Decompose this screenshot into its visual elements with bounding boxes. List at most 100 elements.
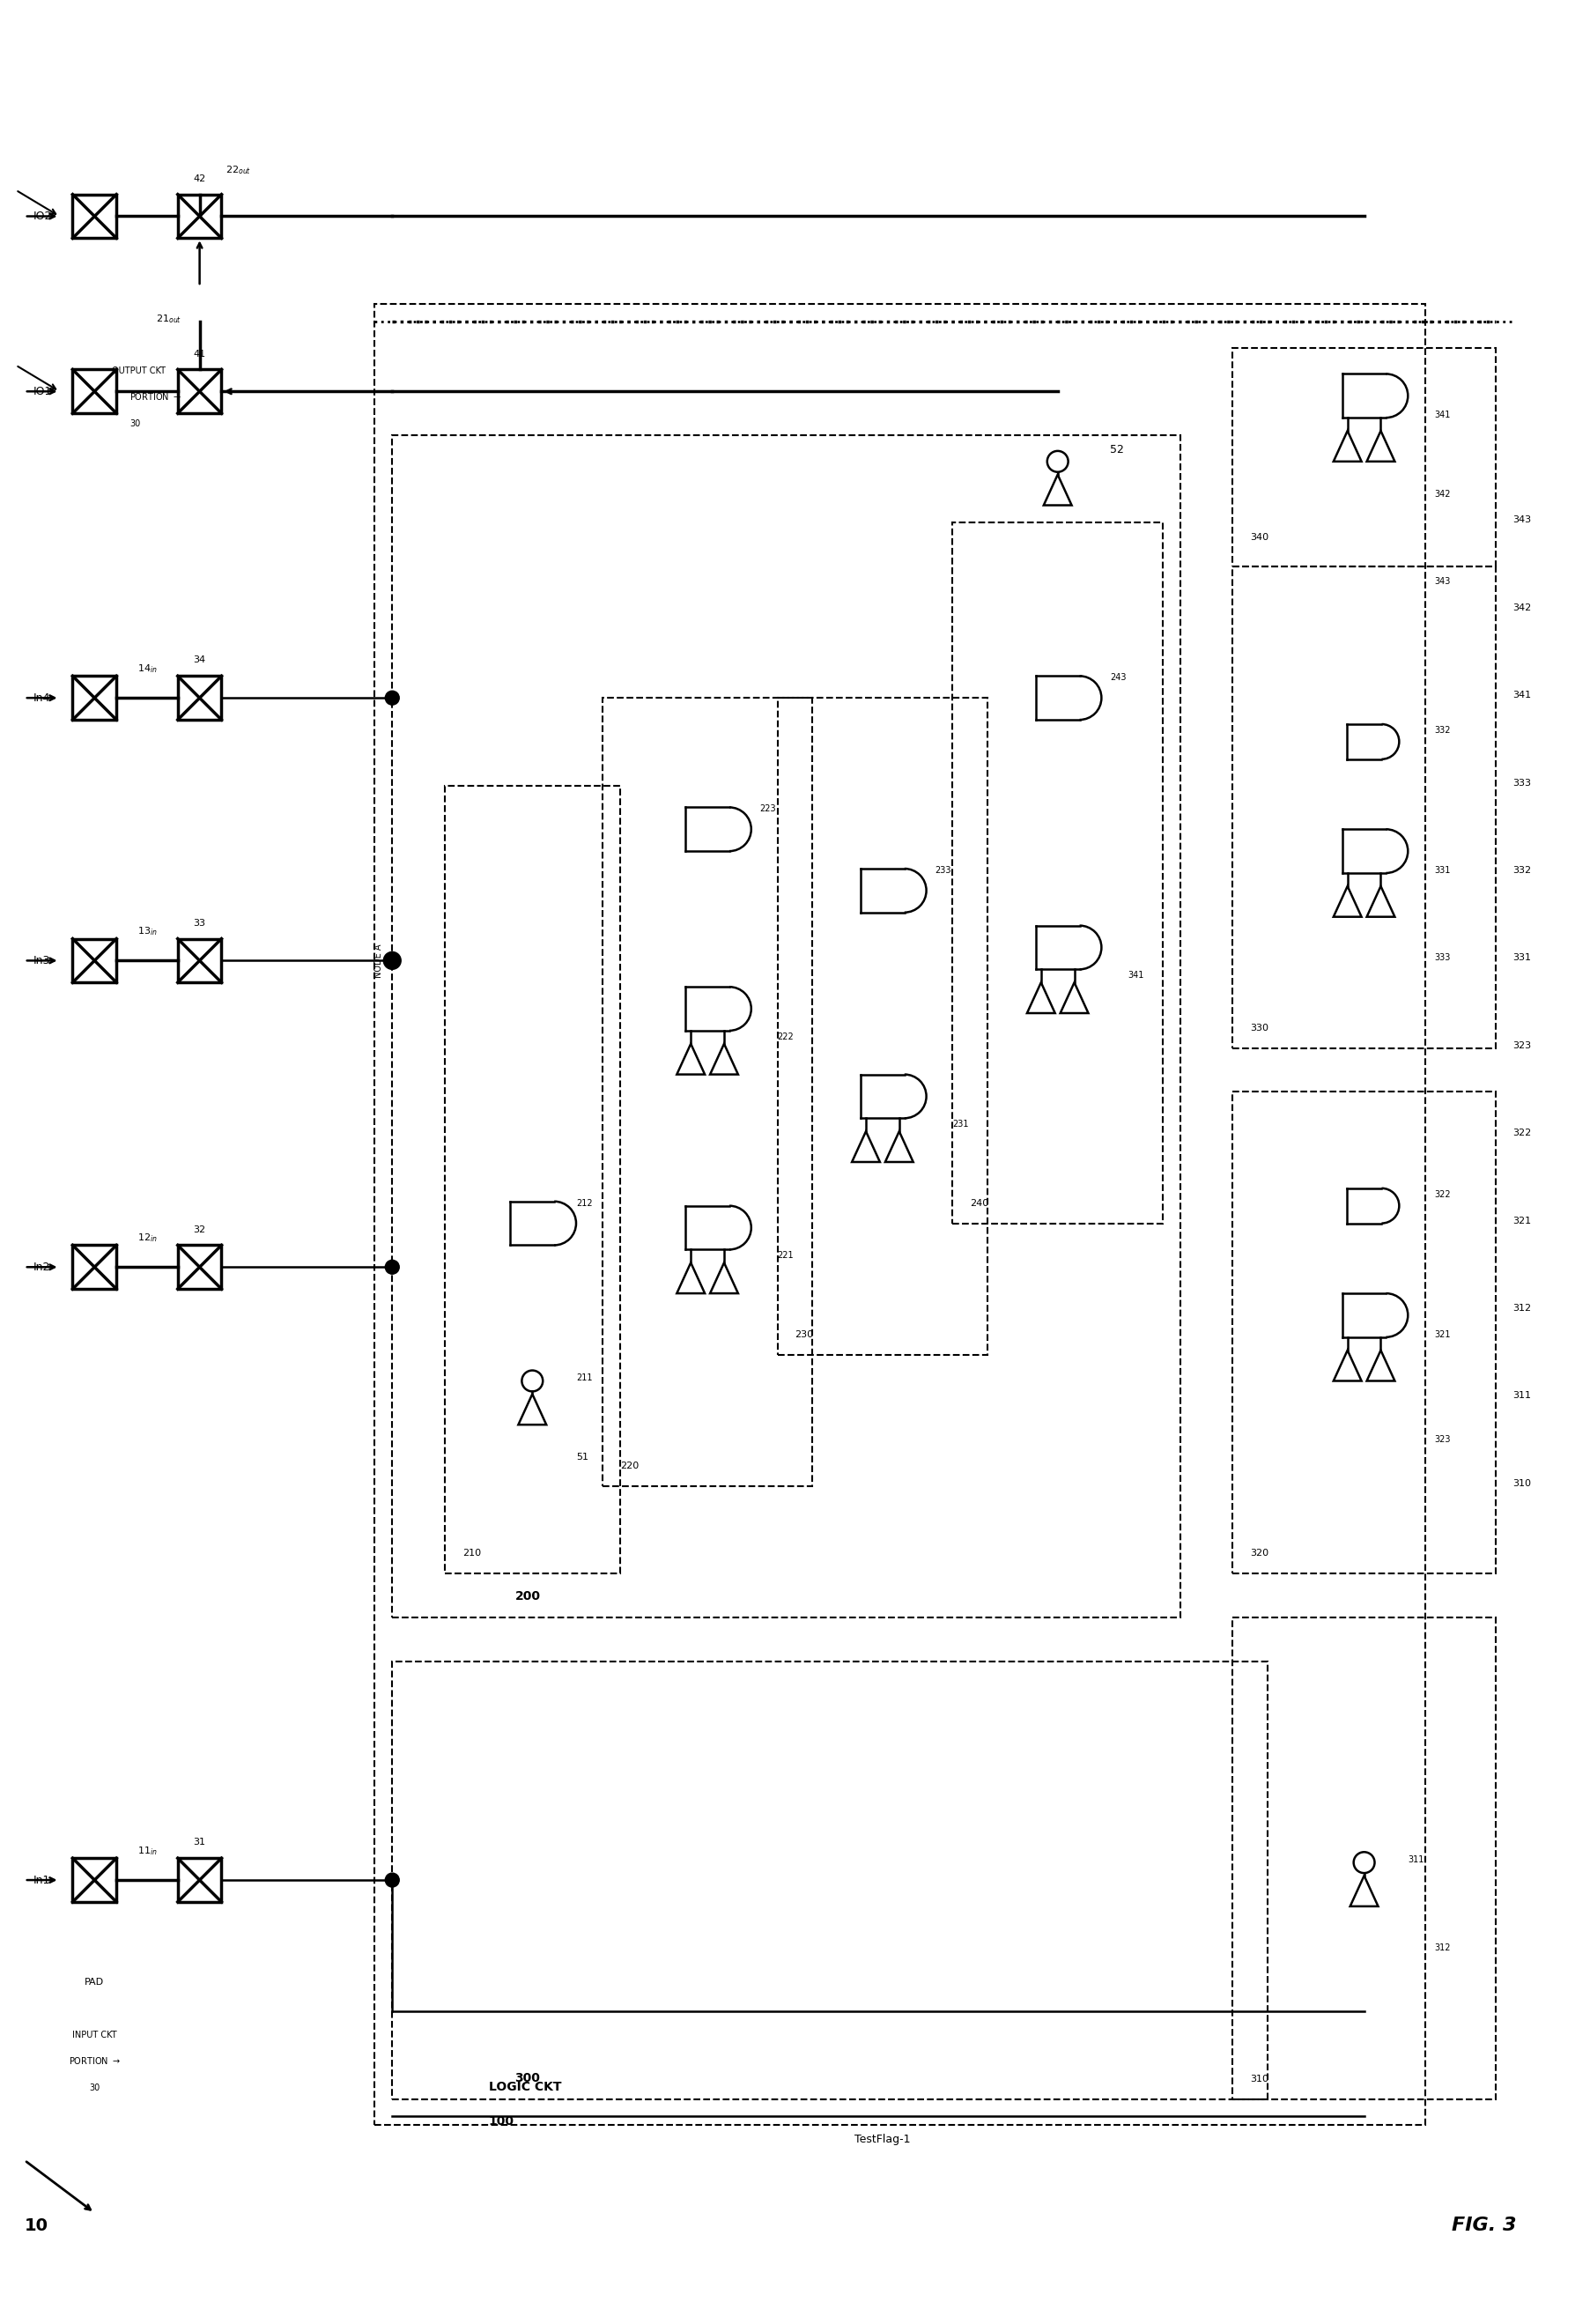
Bar	[952, 523, 1162, 1222]
Text: 322: 322	[1434, 1190, 1450, 1199]
Text: 311: 311	[1514, 1392, 1531, 1399]
Text: 321: 321	[1434, 1329, 1450, 1339]
Text: 231: 231	[952, 1120, 968, 1129]
Bar	[1232, 567, 1496, 1048]
Text: 332: 332	[1434, 725, 1450, 734]
Text: 341: 341	[1434, 411, 1450, 418]
Bar	[393, 435, 1180, 1618]
Text: 332: 332	[1514, 867, 1531, 874]
Text: NODE A: NODE A	[375, 944, 383, 978]
Text: 30: 30	[89, 2082, 100, 2092]
Bar	[445, 786, 620, 1573]
Bar	[1232, 1092, 1496, 1573]
Text: 300: 300	[515, 2071, 541, 2085]
Text: 52: 52	[1110, 444, 1124, 456]
Circle shape	[383, 953, 401, 969]
Text: 331: 331	[1434, 867, 1450, 874]
Text: 240: 240	[970, 1199, 989, 1208]
Text: 210: 210	[463, 1550, 480, 1557]
Text: 312: 312	[1514, 1304, 1531, 1313]
Text: 30: 30	[129, 418, 140, 428]
Bar	[73, 1859, 116, 1901]
Text: OUTPUT CKT: OUTPUT CKT	[111, 367, 165, 376]
Text: 12$_{in}$: 12$_{in}$	[137, 1232, 157, 1243]
Text: 343: 343	[1514, 516, 1531, 525]
Text: 223: 223	[760, 804, 776, 813]
Text: 310: 310	[1250, 2075, 1269, 2082]
Bar	[178, 939, 221, 983]
Circle shape	[385, 1873, 399, 1887]
Text: In3: In3	[33, 955, 51, 967]
Bar	[73, 939, 116, 983]
Text: 22$_{out}$: 22$_{out}$	[226, 163, 251, 177]
Text: 333: 333	[1434, 953, 1450, 962]
Bar	[73, 676, 116, 720]
Text: LOGIC CKT: LOGIC CKT	[488, 2080, 561, 2094]
Text: 41: 41	[194, 349, 205, 358]
Text: 211: 211	[576, 1373, 593, 1383]
Text: 230: 230	[795, 1329, 814, 1339]
Bar	[73, 1246, 116, 1290]
Text: TestFlag-1: TestFlag-1	[854, 2133, 911, 2145]
Bar	[1232, 1618, 1496, 2099]
Text: IO1: IO1	[33, 386, 52, 397]
Text: 341: 341	[1127, 971, 1143, 981]
Text: 323: 323	[1514, 1041, 1531, 1050]
Bar	[178, 195, 221, 237]
Bar	[178, 1859, 221, 1901]
Text: 11$_{in}$: 11$_{in}$	[137, 1845, 157, 1857]
Text: 32: 32	[194, 1225, 205, 1234]
Text: PORTION $\rightarrow$: PORTION $\rightarrow$	[129, 390, 181, 402]
Text: 212: 212	[576, 1199, 593, 1208]
Text: PORTION $\rightarrow$: PORTION $\rightarrow$	[68, 2054, 121, 2066]
Bar	[178, 370, 221, 414]
Text: PAD: PAD	[84, 1978, 105, 1987]
Text: 51: 51	[576, 1452, 588, 1462]
Text: 321: 321	[1514, 1215, 1531, 1225]
Text: 221: 221	[778, 1250, 793, 1260]
Text: INPUT CKT: INPUT CKT	[72, 2031, 116, 2040]
Text: 341: 341	[1514, 690, 1531, 700]
Text: In2: In2	[33, 1262, 51, 1274]
Text: 200: 200	[515, 1590, 541, 1604]
Text: 233: 233	[935, 867, 951, 874]
Text: 310: 310	[1514, 1478, 1531, 1487]
Circle shape	[385, 1260, 399, 1274]
Text: 312: 312	[1434, 1943, 1450, 1952]
Text: 42: 42	[194, 174, 205, 184]
Text: In4: In4	[33, 693, 51, 704]
Text: 320: 320	[1250, 1550, 1269, 1557]
Text: 33: 33	[194, 918, 205, 927]
Text: 14$_{in}$: 14$_{in}$	[137, 662, 157, 674]
Bar	[1232, 349, 1496, 567]
Text: FIG. 3: FIG. 3	[1452, 2217, 1517, 2233]
Bar	[778, 697, 987, 1355]
Text: 222: 222	[778, 1032, 793, 1041]
Text: 31: 31	[194, 1838, 205, 1848]
Text: 333: 333	[1514, 779, 1531, 788]
Bar	[375, 304, 1425, 2124]
Text: IO2: IO2	[33, 211, 52, 223]
Bar	[178, 676, 221, 720]
Text: 13$_{in}$: 13$_{in}$	[137, 925, 157, 937]
Text: 311: 311	[1407, 1855, 1425, 1864]
Bar	[73, 370, 116, 414]
Text: 243: 243	[1110, 674, 1126, 683]
Text: 322: 322	[1514, 1129, 1531, 1136]
Text: 220: 220	[620, 1462, 639, 1471]
Text: 100: 100	[488, 2115, 514, 2129]
Bar	[73, 195, 116, 237]
Text: 343: 343	[1434, 576, 1450, 586]
Bar	[178, 1246, 221, 1290]
Text: 330: 330	[1250, 1023, 1269, 1032]
Circle shape	[385, 690, 399, 704]
Bar	[603, 697, 812, 1485]
Text: 34: 34	[194, 655, 205, 665]
Bar	[393, 1662, 1267, 2099]
Text: 342: 342	[1514, 604, 1531, 611]
Text: 323: 323	[1434, 1436, 1450, 1443]
Text: 340: 340	[1250, 532, 1269, 541]
Text: In1: In1	[33, 1875, 51, 1885]
Text: 10: 10	[24, 2217, 48, 2233]
Text: 331: 331	[1514, 953, 1531, 962]
